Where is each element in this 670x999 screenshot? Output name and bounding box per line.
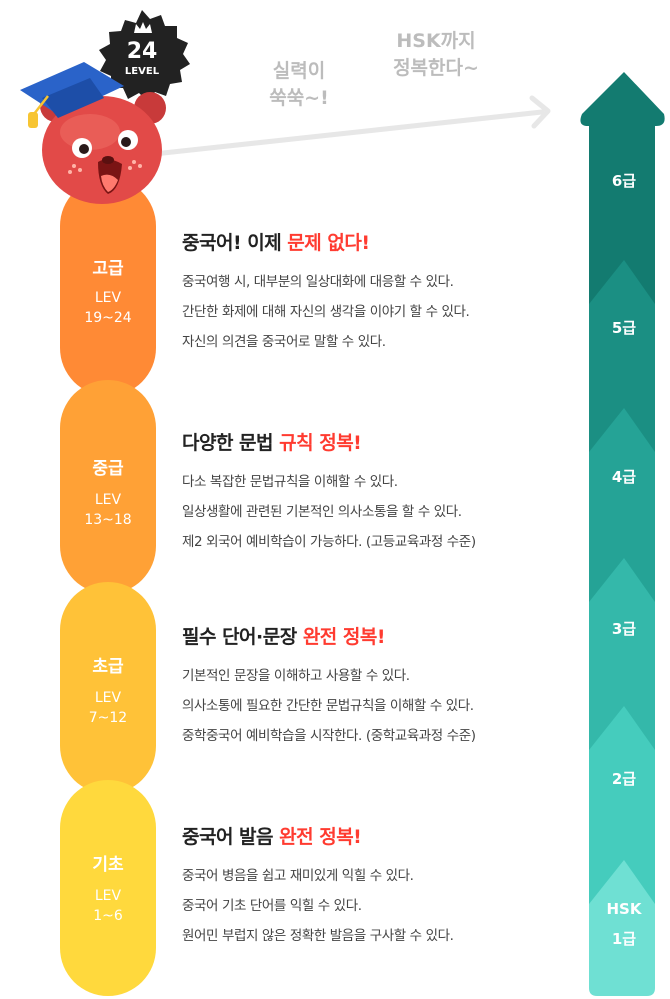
callout-skill: 실력이 쑥쑥~! bbox=[254, 58, 344, 112]
hsk-step-label-1: HSK bbox=[606, 900, 642, 918]
level-range: 1~6 bbox=[93, 908, 123, 924]
level-range: 7~12 bbox=[88, 710, 128, 726]
level-range: 19~24 bbox=[84, 310, 132, 326]
description-line: 자신의 의견을 중국어로 말할 수 있다. bbox=[182, 334, 386, 350]
heading-accent: 완전 정복! bbox=[279, 826, 362, 848]
level-description-advanced: 중국어! 이제 문제 없다! 중국여행 시, 대부분의 일상대화에 대응할 수 … bbox=[182, 228, 582, 357]
description-line: 중국어 기초 단어를 익힐 수 있다. bbox=[182, 898, 362, 914]
level-title: 기초 bbox=[92, 855, 124, 875]
crown-icon bbox=[134, 22, 152, 33]
description-line: 중학중국어 예비학습을 시작한다. (중학교육과정 수준) bbox=[182, 728, 476, 744]
description-line: 간단한 화제에 대해 자신의 생각을 이야기 할 수 있다. bbox=[182, 304, 470, 320]
level-heading: 필수 단어·문장 완전 정복! bbox=[182, 622, 582, 649]
callout-hsk-line2: 정복한다~ bbox=[393, 57, 479, 79]
level-pill-intermediate: 중급 LEV 13~18 bbox=[60, 380, 156, 594]
bear-mascot-icon bbox=[20, 62, 166, 204]
badge-label: LEVEL bbox=[124, 66, 160, 77]
level-pill-basic: 기초 LEV 1~6 bbox=[60, 780, 156, 996]
heading-plain: 필수 단어·문장 bbox=[182, 626, 303, 648]
badge-number: 24 bbox=[126, 39, 158, 64]
level-title: 초급 bbox=[92, 657, 124, 677]
description-line: 제2 외국어 예비학습이 가능하다. (고등교육과정 수준) bbox=[182, 534, 476, 550]
description-line: 다소 복잡한 문법규칙을 이해할 수 있다. bbox=[182, 474, 398, 490]
hsk-progress-arrow bbox=[580, 72, 665, 996]
heading-accent: 문제 없다! bbox=[287, 232, 370, 254]
level-lev: LEV bbox=[94, 888, 122, 904]
description-line: 일상생활에 관련된 기본적인 의사소통을 할 수 있다. bbox=[182, 504, 462, 520]
description-line: 기본적인 문장을 이해하고 사용할 수 있다. bbox=[182, 668, 410, 684]
hsk-step-label-5: 5급 bbox=[611, 319, 637, 337]
level-heading: 중국어! 이제 문제 없다! bbox=[182, 228, 582, 255]
description-line: 원어민 부럽지 않은 정확한 발음을 구사할 수 있다. bbox=[182, 928, 454, 944]
level-description-beginner: 필수 단어·문장 완전 정복! 기본적인 문장을 이해하고 사용할 수 있다. … bbox=[182, 622, 582, 751]
badge-starburst bbox=[99, 10, 190, 101]
level-lev: LEV bbox=[94, 690, 122, 706]
hsk-step-segment bbox=[589, 408, 655, 604]
level-lev: LEV bbox=[94, 492, 122, 508]
arrow-right-icon bbox=[529, 95, 551, 129]
hsk-step-segment bbox=[589, 860, 655, 996]
level-heading: 중국어 발음 완전 정복! bbox=[182, 822, 582, 849]
level-lev: LEV bbox=[94, 290, 122, 306]
level-description-basic: 중국어 발음 완전 정복! 중국어 병음을 쉽고 재미있게 익힐 수 있다. 중… bbox=[182, 822, 582, 951]
level-title: 고급 bbox=[92, 259, 124, 279]
progress-line bbox=[151, 95, 551, 157]
description-line: 의사소통에 필요한 간단한 문법규칙을 이해할 수 있다. bbox=[182, 698, 474, 714]
hsk-step-segment bbox=[589, 706, 655, 906]
level-pill-beginner: 초급 LEV 7~12 bbox=[60, 582, 156, 794]
hsk-step-segment bbox=[589, 260, 655, 454]
hsk-step-label-6: 6급 bbox=[611, 172, 637, 190]
level-description-intermediate: 다양한 문법 규칙 정복! 다소 복잡한 문법규칙을 이해할 수 있다. 일상생… bbox=[182, 428, 582, 557]
callout-hsk-line1: HSK까지 bbox=[396, 30, 476, 52]
level-heading: 다양한 문법 규칙 정복! bbox=[182, 428, 582, 455]
hsk-step-label-4: 4급 bbox=[611, 468, 637, 486]
level-title: 중급 bbox=[92, 459, 124, 479]
description-line: 중국어 병음을 쉽고 재미있게 익힐 수 있다. bbox=[182, 868, 414, 884]
graduation-cap-icon bbox=[20, 62, 124, 128]
hsk-step-segment bbox=[589, 558, 655, 752]
hsk-step-label-3: 3급 bbox=[611, 620, 637, 638]
callout-skill-line2: 쑥쑥~! bbox=[269, 87, 329, 109]
heading-accent: 규칙 정복! bbox=[279, 432, 362, 454]
heading-plain: 중국어 발음 bbox=[182, 826, 280, 848]
description-line: 중국여행 시, 대부분의 일상대화에 대응할 수 있다. bbox=[182, 274, 454, 290]
hsk-step-label-2: 2급 bbox=[611, 770, 637, 788]
heading-accent: 완전 정복! bbox=[302, 626, 386, 648]
hsk-label-column: 6급 5급 4급 3급 2급 HSK 1급 bbox=[581, 0, 667, 999]
level-badge bbox=[99, 10, 190, 101]
hsk-step-segment bbox=[580, 72, 665, 306]
level-range: 13~18 bbox=[84, 512, 132, 528]
heading-plain: 중국어! 이제 bbox=[182, 232, 288, 254]
heading-plain: 다양한 문법 bbox=[182, 432, 280, 454]
callout-skill-line1: 실력이 bbox=[272, 60, 326, 82]
callout-hsk: HSK까지 정복한다~ bbox=[376, 28, 496, 82]
level-pill-advanced: 고급 LEV 19~24 bbox=[60, 178, 156, 396]
hsk-step-label-1-grade: 1급 bbox=[611, 930, 637, 948]
